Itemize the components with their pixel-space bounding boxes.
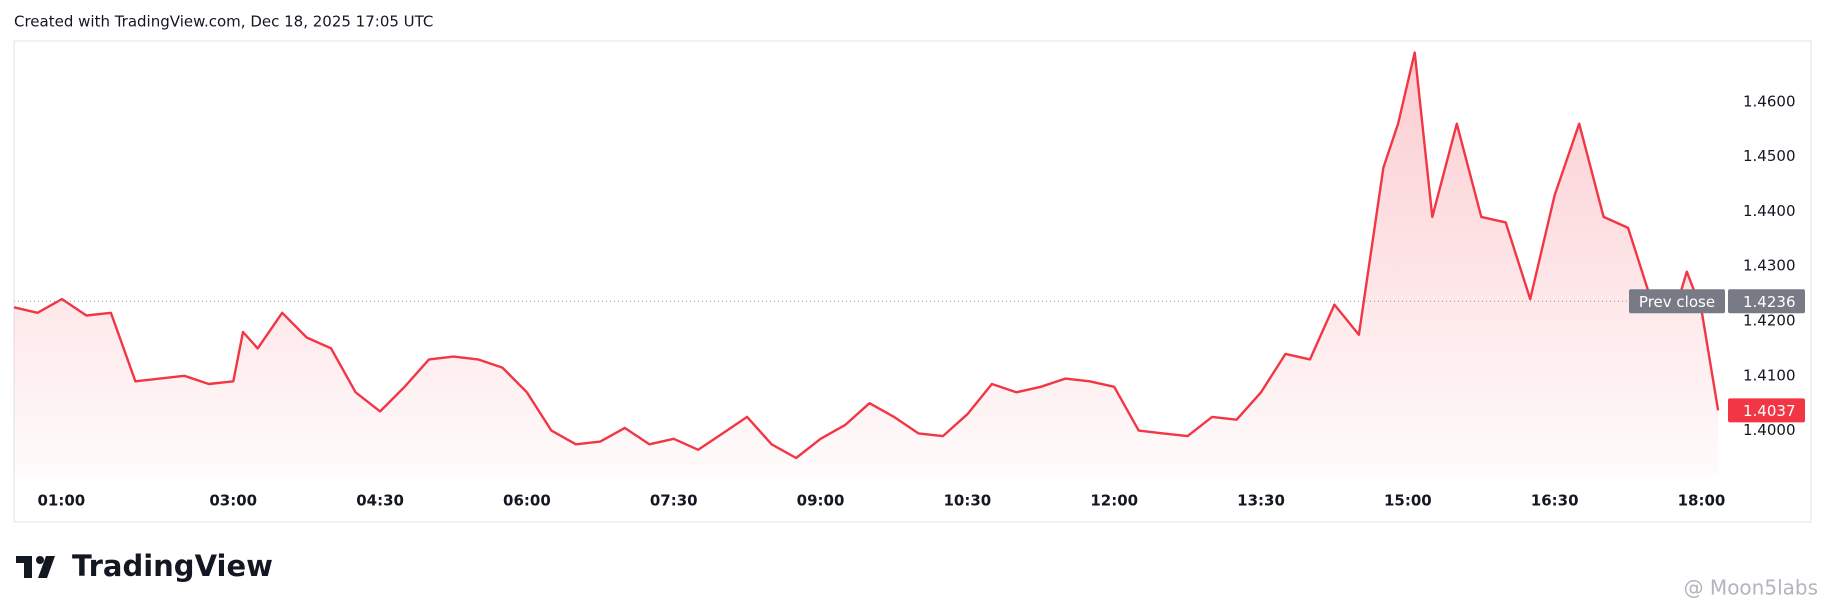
x-tick-label: 15:00 xyxy=(1384,492,1432,510)
logo-icon xyxy=(16,556,55,578)
prev-close-badge xyxy=(1629,289,1725,314)
x-tick-label: 16:30 xyxy=(1531,492,1579,510)
last-price-label: 1.4037 xyxy=(1743,402,1796,420)
y-tick-label: 1.4400 xyxy=(1743,202,1796,220)
last-price-badge xyxy=(1728,398,1805,423)
y-tick-label: 1.4300 xyxy=(1743,257,1796,275)
logo-text: TradingView xyxy=(72,549,273,583)
x-tick-label: 04:30 xyxy=(356,492,404,510)
header: Created with TradingView.com, Dec 18, 20… xyxy=(14,13,433,31)
prev-close-value: 1.4236 xyxy=(1743,293,1796,311)
frame xyxy=(13,40,1812,523)
y-tick-label: 1.4200 xyxy=(1743,312,1796,330)
x-tick-label: 03:00 xyxy=(209,492,257,510)
x-tick-label: 12:00 xyxy=(1090,492,1138,510)
x-tick-label: 09:00 xyxy=(797,492,845,510)
x-tick-label: 07:30 xyxy=(650,492,698,510)
watermark: @ Moon5labs xyxy=(1684,576,1818,600)
x-tick-label: 13:30 xyxy=(1237,492,1285,510)
area-fill xyxy=(14,52,1719,475)
y-tick-label: 1.4000 xyxy=(1743,421,1796,439)
y-tick-label: 1.4100 xyxy=(1743,366,1796,384)
price-line xyxy=(13,51,1720,460)
y-tick-label: 1.4600 xyxy=(1743,92,1796,110)
prev-close-value-badge xyxy=(1728,289,1805,314)
x-tick-label: 01:00 xyxy=(37,492,85,510)
y-tick-label: 1.4500 xyxy=(1743,147,1796,165)
x-tick-label: 06:00 xyxy=(503,492,551,510)
x-tick-label: 10:30 xyxy=(944,492,992,510)
x-tick-label: 18:00 xyxy=(1678,492,1726,510)
prev-close-label: Prev close xyxy=(1639,293,1715,311)
